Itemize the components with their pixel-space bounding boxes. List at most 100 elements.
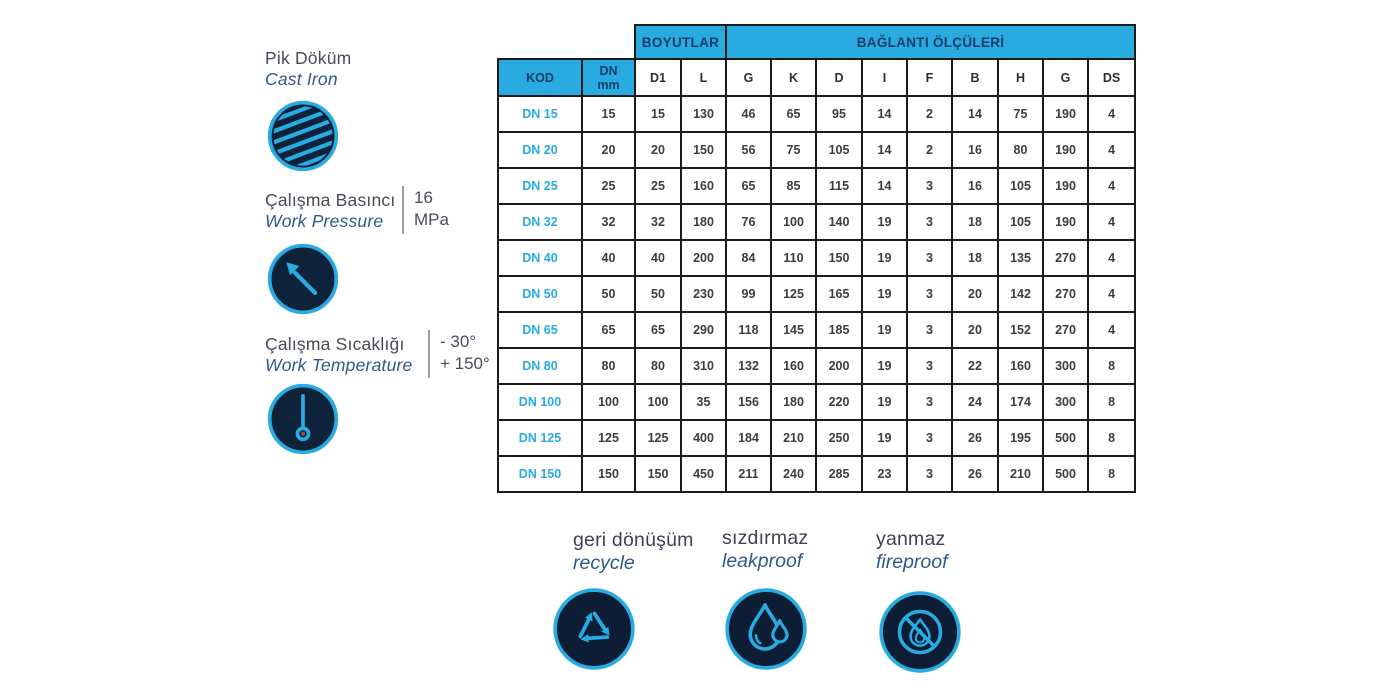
value-cell: 3 <box>906 167 953 205</box>
group-header-row: BOYUTLAR BAĞLANTI ÖLÇÜLERİ <box>498 24 1137 60</box>
kod-cell: DN 32 <box>497 203 583 241</box>
value-cell: 185 <box>815 311 863 349</box>
table-body: DN 15 15 15 130 46 65 95 14 2 14 75 190 4 DN 20 20 20 15… <box>497 95 1137 493</box>
divider <box>402 186 404 234</box>
value-cell: 18 <box>951 203 999 241</box>
spec-subtitle: Cast Iron <box>265 69 338 89</box>
value-cell: 184 <box>725 419 772 457</box>
badge-leakproof: sızdırmaz leakproof <box>722 527 862 676</box>
value-cell: 150 <box>581 455 636 493</box>
value-cell: 8 <box>1086 383 1137 421</box>
value-cell: 8 <box>1086 419 1137 457</box>
value-cell: 4 <box>1086 311 1137 349</box>
badge-subtitle: leakproof <box>722 550 803 572</box>
value-cell: 285 <box>815 455 863 493</box>
value-cell: 3 <box>906 383 953 421</box>
spec-subtitle: Work Temperature <box>265 355 413 375</box>
value-cell: 200 <box>680 239 727 277</box>
value-cell: 152 <box>997 311 1044 349</box>
value-cell: 3 <box>906 203 953 241</box>
value-cell: 15 <box>581 95 636 133</box>
value-cell: 75 <box>770 131 817 169</box>
value-cell: 25 <box>581 167 636 205</box>
value-cell: 3 <box>906 347 953 385</box>
badge-title: yanmaz <box>876 528 946 550</box>
value-cell: 16 <box>951 131 999 169</box>
value-cell: 2 <box>906 131 953 169</box>
value-cell: 115 <box>815 167 863 205</box>
value-cell: 160 <box>997 347 1044 385</box>
no-fire-icon <box>878 590 1016 679</box>
value-cell: 105 <box>997 203 1044 241</box>
value-cell: 150 <box>634 455 682 493</box>
value-cell: 3 <box>906 311 953 349</box>
value-cell: 180 <box>770 383 817 421</box>
value-cell: 65 <box>581 311 636 349</box>
value-cell: 80 <box>997 131 1044 169</box>
value-cell: 400 <box>680 419 727 457</box>
value-cell: 19 <box>861 275 908 313</box>
value-cell: 18 <box>951 239 999 277</box>
value-cell: 100 <box>634 383 682 421</box>
value-cell: 19 <box>861 347 908 385</box>
value-cell: 190 <box>1042 131 1089 169</box>
value-cell: 118 <box>725 311 772 349</box>
value-cell: 174 <box>997 383 1044 421</box>
value-cell: 142 <box>997 275 1044 313</box>
value-cell: 230 <box>680 275 727 313</box>
value-cell: 3 <box>906 455 953 493</box>
badge-subtitle: fireproof <box>876 551 948 573</box>
recycle-icon <box>552 587 730 676</box>
value-cell: 99 <box>725 275 772 313</box>
value-cell: 4 <box>1086 203 1137 241</box>
value-cell: 3 <box>906 275 953 313</box>
value-cell: 310 <box>680 347 727 385</box>
table-row: DN 50 50 50 230 99 125 165 19 3 20 142 270 4 <box>497 275 1137 313</box>
value-cell: 4 <box>1086 275 1137 313</box>
table-row: DN 65 65 65 290 118 145 185 19 3 20 152 270 4 <box>497 311 1137 349</box>
kod-cell: DN 100 <box>497 383 583 421</box>
divider <box>428 330 430 378</box>
table-header: BOYUTLAR BAĞLANTI ÖLÇÜLERİ KOD DN mm D1 L G K… <box>497 24 1137 97</box>
value-cell: 19 <box>861 203 908 241</box>
table-row: DN 20 20 20 150 56 75 105 14 2 16 80 190 4 <box>497 131 1137 169</box>
kod-cell: DN 50 <box>497 275 583 313</box>
water-drop-icon <box>724 587 862 676</box>
table-row: DN 125 125 125 400 184 210 250 19 3 26 195 500 8 <box>497 419 1137 457</box>
column-header-row: KOD DN mm D1 L G K D I F B H G DS <box>497 58 1137 97</box>
value-cell: 195 <box>997 419 1044 457</box>
value-cell: 150 <box>815 239 863 277</box>
value-cell: 160 <box>770 347 817 385</box>
value-cell: 125 <box>770 275 817 313</box>
spec-subtitle: Work Pressure <box>265 211 384 231</box>
value-cell: 14 <box>861 95 908 133</box>
value-cell: 4 <box>1086 131 1137 169</box>
value-cell: 76 <box>725 203 772 241</box>
value-cell: 135 <box>997 239 1044 277</box>
kod-cell: DN 65 <box>497 311 583 349</box>
value-cell: 75 <box>997 95 1044 133</box>
spec-work-pressure: Çalışma Basıncı Work Pressure <box>265 190 395 232</box>
kod-cell: DN 20 <box>497 131 583 169</box>
value-cell: 100 <box>770 203 817 241</box>
value-cell: 8 <box>1086 347 1137 385</box>
table-row: DN 40 40 40 200 84 110 150 19 3 18 135 270 4 <box>497 239 1137 277</box>
value-cell: 250 <box>815 419 863 457</box>
value-cell: 270 <box>1042 311 1089 349</box>
value-cell: 300 <box>1042 347 1089 385</box>
value-cell: 50 <box>581 275 636 313</box>
spec-title: Çalışma Sıcaklığı <box>265 334 405 354</box>
value-cell: 40 <box>634 239 682 277</box>
spec-title: Çalışma Basıncı <box>265 190 396 210</box>
pressure-gauge-icon <box>266 242 340 321</box>
value-cell: 190 <box>1042 95 1089 133</box>
value-cell: 65 <box>725 167 772 205</box>
value-cell: 46 <box>725 95 772 133</box>
value-cell: 20 <box>951 275 999 313</box>
column-header: I <box>861 58 908 97</box>
value-cell: 450 <box>680 455 727 493</box>
value-cell: 14 <box>861 131 908 169</box>
value-cell: 26 <box>951 455 999 493</box>
pressure-value: 16 MPa <box>414 188 449 229</box>
kod-cell: DN 25 <box>497 167 583 205</box>
